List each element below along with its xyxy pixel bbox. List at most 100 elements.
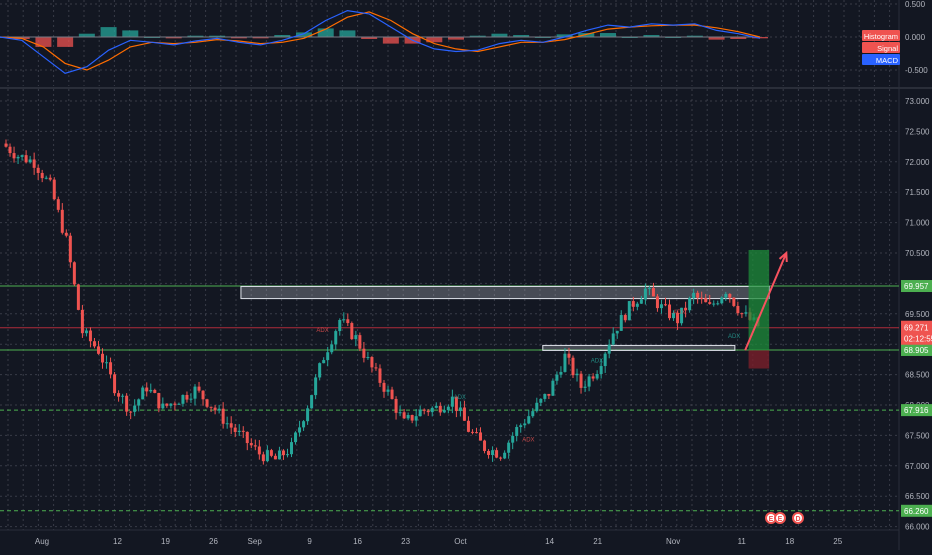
candle-body (696, 292, 700, 298)
x-tick-label: 23 (401, 537, 410, 546)
candle-body (177, 403, 181, 405)
macd-histogram-bar (252, 37, 269, 39)
macd-histogram-bar (78, 33, 95, 37)
level-label: 66.260 (904, 507, 929, 516)
candle-body (639, 299, 643, 304)
candle-body (225, 423, 229, 425)
x-tick-label: 14 (545, 537, 554, 546)
candle-body (342, 319, 346, 321)
candle-body (454, 396, 458, 411)
macd-legend-swatch (862, 42, 900, 53)
candle-body (189, 398, 193, 400)
candle-body (643, 288, 647, 300)
macd-histogram-bar (339, 30, 356, 37)
macd-histogram-bar (35, 37, 52, 47)
candle-body (659, 304, 663, 309)
macd-histogram-bar (165, 37, 182, 39)
candle-body (298, 427, 302, 433)
price-y-tick-label: 72.000 (905, 158, 930, 167)
macd-y-tick-label: 0.000 (905, 33, 926, 42)
candle-body (121, 395, 125, 397)
candle-body (101, 353, 105, 363)
macd-histogram-bar (448, 37, 464, 40)
candle-body (213, 407, 217, 411)
candle-body (724, 293, 728, 298)
macd-histogram-bar (274, 35, 291, 37)
candle-body (583, 386, 587, 388)
candle-body (306, 408, 310, 422)
stop-box[interactable] (748, 350, 770, 369)
x-tick-label: 26 (209, 537, 218, 546)
macd-line (0, 9, 761, 74)
candle-body (535, 402, 539, 412)
candle-body (531, 411, 535, 417)
candle-body (173, 403, 177, 405)
candle-body (487, 450, 491, 456)
candle-body (635, 303, 639, 307)
level-label-bg (901, 404, 932, 417)
x-tick-label: 12 (113, 537, 122, 546)
candle-body (80, 309, 84, 334)
candle-body (430, 407, 434, 413)
candle-body (161, 403, 165, 409)
macd-legend-swatch (862, 30, 900, 41)
price-y-tick-label: 71.500 (905, 188, 930, 197)
candle-body (4, 143, 8, 147)
candle-body (157, 392, 161, 409)
candle-body (470, 431, 474, 433)
x-tick-label: 9 (307, 537, 312, 546)
candle-body (688, 298, 692, 311)
event-icon[interactable] (792, 512, 804, 524)
candle-body (16, 156, 20, 159)
candle-body (24, 155, 28, 163)
candle-body (700, 297, 704, 299)
candle-body (591, 376, 595, 379)
candle-body (273, 455, 277, 460)
candle-body (362, 348, 366, 358)
candle-body (422, 409, 426, 411)
x-tick-label: 25 (833, 537, 842, 546)
price-y-tick-label: 73.000 (905, 97, 930, 106)
candle-body (651, 288, 655, 297)
candle-body (153, 389, 157, 393)
macd-histogram-bar (752, 37, 768, 39)
candle-body (450, 396, 454, 407)
candle-body (237, 430, 241, 432)
candle-body (708, 302, 712, 304)
macd-histogram-bar (643, 35, 660, 37)
candle-body (511, 435, 515, 443)
candle-body (165, 403, 169, 406)
candle-body (322, 360, 326, 364)
candle-body (527, 416, 531, 424)
candle-body (92, 341, 96, 347)
support-zone[interactable] (542, 344, 736, 351)
candle-body (438, 405, 442, 413)
event-icon[interactable] (774, 512, 786, 524)
macd-histogram-bar (100, 27, 117, 37)
candle-body (318, 363, 322, 378)
candle-body (503, 452, 507, 459)
candle-body (245, 431, 249, 444)
macd-histogram-bar (122, 30, 139, 37)
candle-body (611, 333, 615, 345)
candle-body (169, 403, 173, 406)
candle-body (314, 377, 318, 396)
candle-body (523, 423, 527, 426)
macd-histogram-bar (382, 37, 399, 44)
candle-body (406, 415, 410, 419)
price-y-tick-label: 72.500 (905, 127, 930, 136)
candle-body (129, 411, 133, 413)
candle-body (197, 386, 201, 391)
projection-arrow[interactable] (744, 252, 788, 351)
candle-body (704, 298, 708, 303)
event-icon-label: D (795, 516, 800, 523)
candle-body (615, 330, 619, 334)
candle-body (547, 393, 551, 396)
candle-body (692, 292, 696, 299)
target-box[interactable] (748, 249, 770, 351)
candle-body (394, 398, 398, 413)
price-y-tick-label: 67.000 (905, 462, 930, 471)
candle-body (627, 301, 631, 321)
